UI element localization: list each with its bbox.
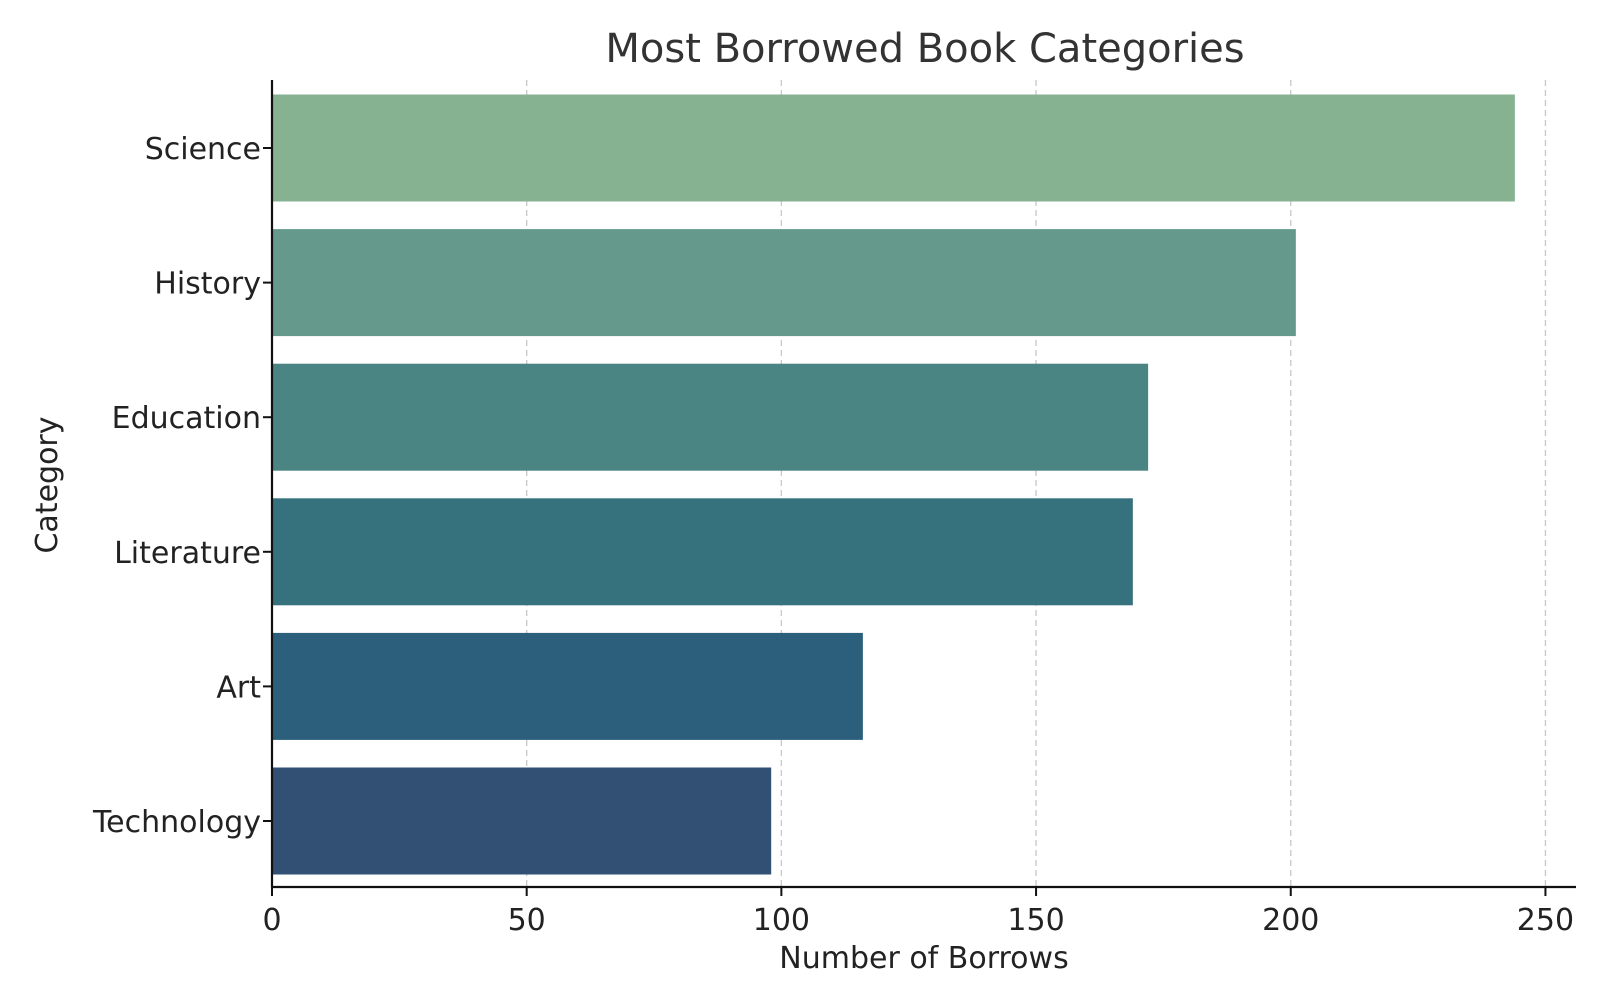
bar-literature bbox=[272, 498, 1133, 606]
chart-title: Most Borrowed Book Categories bbox=[605, 26, 1244, 72]
y-tick-label-art: Art bbox=[216, 670, 261, 705]
bar-history bbox=[272, 229, 1296, 337]
y-tick-labels: Science History Education Literature Art Tech… bbox=[92, 132, 272, 840]
axes bbox=[270, 80, 1576, 889]
y-tick-label-literature: Literature bbox=[114, 536, 261, 571]
x-tick-labels: 0 50 100 150 200 250 bbox=[262, 887, 1574, 938]
bar-education bbox=[272, 363, 1149, 471]
x-tick-label-50: 50 bbox=[508, 903, 546, 938]
grid-lines bbox=[526, 80, 1547, 887]
y-tick-label-technology: Technology bbox=[92, 805, 261, 840]
y-tick-label-history: History bbox=[154, 267, 261, 302]
y-tick-label-science: Science bbox=[145, 132, 261, 167]
y-axis-label: Category bbox=[30, 416, 65, 553]
x-tick-label-100: 100 bbox=[753, 903, 810, 938]
x-tick-label-150: 150 bbox=[1007, 903, 1064, 938]
bar-art bbox=[272, 632, 863, 740]
x-tick-label-200: 200 bbox=[1262, 903, 1319, 938]
y-tick-label-education: Education bbox=[112, 401, 261, 436]
x-tick-label-250: 250 bbox=[1517, 903, 1574, 938]
bar-science bbox=[272, 94, 1515, 202]
bars bbox=[272, 94, 1515, 875]
x-axis-label: Number of Borrows bbox=[779, 941, 1068, 976]
bar-technology bbox=[272, 767, 772, 875]
x-tick-label-0: 0 bbox=[262, 903, 281, 938]
